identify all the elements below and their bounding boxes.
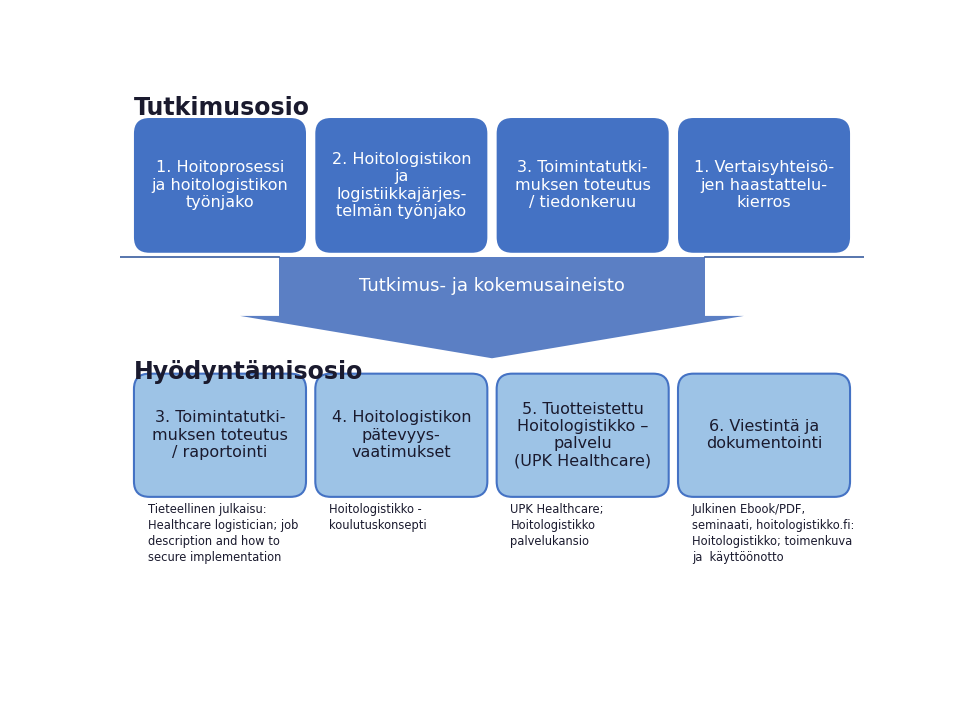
Polygon shape	[278, 256, 706, 316]
Text: Hyödyntämisosio: Hyödyntämisosio	[134, 360, 363, 384]
FancyBboxPatch shape	[678, 118, 850, 253]
Text: UPK Healthcare;
Hoitologistikko
palvelukansio: UPK Healthcare; Hoitologistikko palveluk…	[511, 503, 604, 548]
FancyBboxPatch shape	[496, 373, 669, 497]
Text: Hoitologistikko -
koulutuskonsepti: Hoitologistikko - koulutuskonsepti	[329, 503, 426, 532]
Text: 4. Hoitologistikon
pätevyys-
vaatimukset: 4. Hoitologistikon pätevyys- vaatimukset	[331, 411, 471, 460]
Text: 2. Hoitologistikon
ja
logistiikkajärjes-
telmän työnjako: 2. Hoitologistikon ja logistiikkajärjes-…	[331, 152, 471, 219]
Text: Tieteellinen julkaisu:
Healthcare logistician; job
description and how to
secure: Tieteellinen julkaisu: Healthcare logist…	[148, 503, 299, 564]
FancyBboxPatch shape	[496, 118, 669, 253]
FancyBboxPatch shape	[678, 373, 850, 497]
Text: 1. Hoitoprosessi
ja hoitologistikon
työnjako: 1. Hoitoprosessi ja hoitologistikon työn…	[152, 161, 288, 211]
Text: 1. Vertaisyhteisö-
jen haastattelu-
kierros: 1. Vertaisyhteisö- jen haastattelu- kier…	[694, 161, 834, 211]
Text: 5. Tuotteistettu
Hoitologistikko –
palvelu
(UPK Healthcare): 5. Tuotteistettu Hoitologistikko – palve…	[515, 402, 651, 469]
Text: Tutkimus- ja kokemusaineisto: Tutkimus- ja kokemusaineisto	[359, 277, 625, 296]
Text: 6. Viestintä ja
dokumentointi: 6. Viestintä ja dokumentointi	[706, 419, 822, 451]
Text: Julkinen Ebook/PDF,
seminaati, hoitologistikko.fi:
Hoitologistikko; toimenkuva
j: Julkinen Ebook/PDF, seminaati, hoitologi…	[692, 503, 854, 564]
Text: Tutkimusosio: Tutkimusosio	[134, 96, 310, 121]
FancyBboxPatch shape	[315, 118, 488, 253]
FancyBboxPatch shape	[315, 373, 488, 497]
Text: 3. Toimintatutki-
muksen toteutus
/ raportointi: 3. Toimintatutki- muksen toteutus / rapo…	[152, 411, 288, 460]
Polygon shape	[240, 316, 744, 358]
FancyBboxPatch shape	[134, 373, 306, 497]
Text: 3. Toimintatutki-
muksen toteutus
/ tiedonkeruu: 3. Toimintatutki- muksen toteutus / tied…	[515, 161, 651, 211]
FancyBboxPatch shape	[134, 118, 306, 253]
